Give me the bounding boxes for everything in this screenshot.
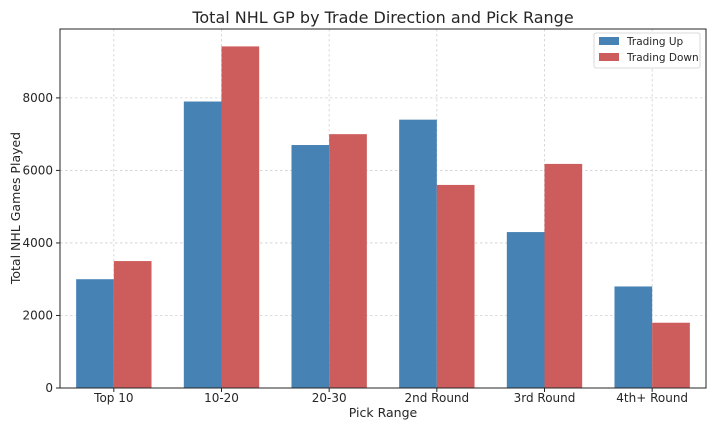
chart-title: Total NHL GP by Trade Direction and Pick…: [191, 8, 573, 27]
bar-trading-down: [113, 261, 152, 388]
bar-trading-up: [183, 101, 222, 388]
bar-trading-down: [329, 134, 367, 388]
bar-trading-up: [399, 119, 437, 389]
bar-trading-up: [506, 232, 545, 388]
bars: [76, 46, 690, 389]
bar-trading-down: [652, 322, 690, 388]
legend-frame: [593, 32, 701, 69]
ticks: 0 2000 4000 6000 8000 Top 10 10-20 20-30 2nd Rou…: [22, 91, 688, 405]
bar-trading-up: [614, 286, 653, 388]
legend-label: Trading Up: [626, 36, 684, 48]
legend-swatch: [599, 53, 619, 61]
y-tick-label: 4000: [22, 236, 53, 250]
bar-trading-down: [221, 46, 260, 388]
y-axis-label: Total NHL Games Played: [8, 132, 23, 285]
x-tick-label: 20-30: [312, 391, 347, 405]
bar-trading-down: [544, 163, 583, 388]
y-tick-label: 6000: [22, 163, 53, 177]
y-tick-label: 0: [45, 381, 53, 395]
x-tick-label: 4th+ Round: [616, 391, 688, 405]
x-tick-label: Top 10: [93, 391, 133, 405]
x-tick-label: 10-20: [204, 391, 239, 405]
plot-frame: [59, 28, 707, 389]
bar-trading-down: [436, 184, 475, 388]
x-tick-label: 3rd Round: [514, 391, 576, 405]
bar-trading-up: [291, 145, 330, 388]
y-tick-label: 2000: [22, 308, 53, 322]
bar-trading-up: [76, 279, 114, 388]
y-tick-label: 8000: [22, 91, 53, 105]
legend-swatch: [599, 37, 619, 45]
legend: Trading Up Trading Down: [593, 32, 701, 69]
x-tick-label: 2nd Round: [405, 391, 470, 405]
grid: [60, 29, 706, 389]
x-axis-label: Pick Range: [349, 405, 418, 420]
legend-label: Trading Down: [626, 52, 699, 64]
